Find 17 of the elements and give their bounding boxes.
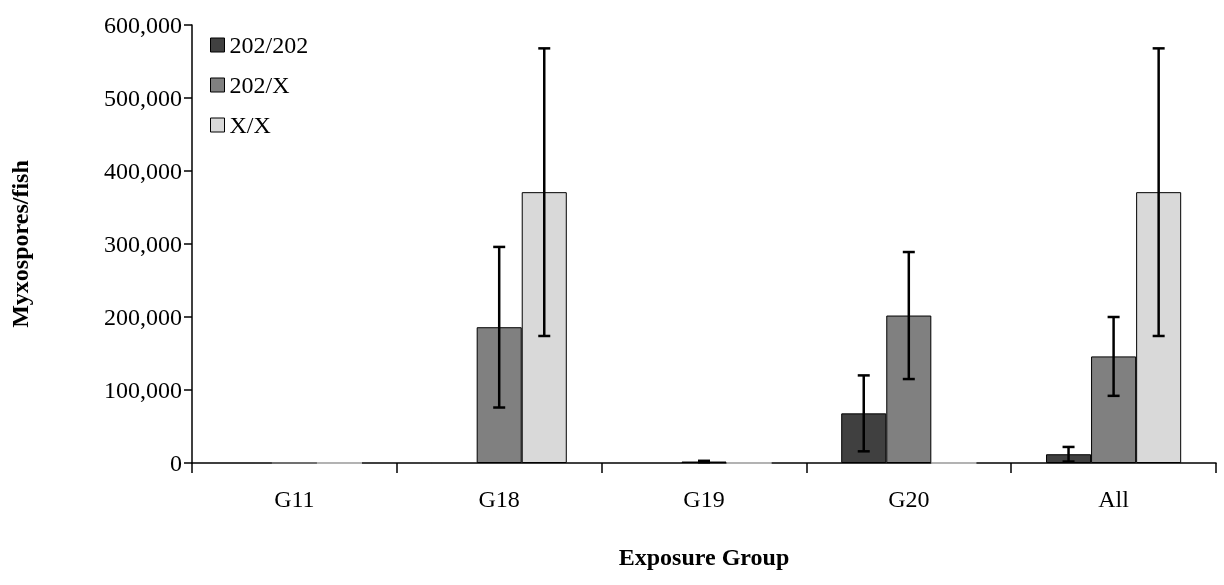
y-tick-label: 500,000 bbox=[104, 85, 182, 111]
y-tick-label: 200,000 bbox=[104, 304, 182, 330]
legend-label: 202/X bbox=[229, 72, 290, 98]
y-tick-label: 0 bbox=[170, 450, 182, 476]
y-tick-label: 600,000 bbox=[104, 12, 182, 38]
x-tick-label: G20 bbox=[888, 486, 930, 512]
legend-label: 202/202 bbox=[229, 32, 309, 58]
y-tick-label: 300,000 bbox=[104, 231, 182, 257]
x-axis-title: Exposure Group bbox=[618, 544, 790, 570]
x-tick-label: All bbox=[1098, 486, 1130, 512]
y-tick-label: 100,000 bbox=[104, 377, 182, 403]
y-axis-title: Myxospores/fish bbox=[7, 160, 33, 328]
y-tick-label: 400,000 bbox=[104, 158, 182, 184]
x-tick-label: G19 bbox=[683, 486, 725, 512]
x-tick-label: G11 bbox=[274, 486, 315, 512]
legend-label: X/X bbox=[229, 112, 271, 138]
x-tick-label: G18 bbox=[478, 486, 520, 512]
